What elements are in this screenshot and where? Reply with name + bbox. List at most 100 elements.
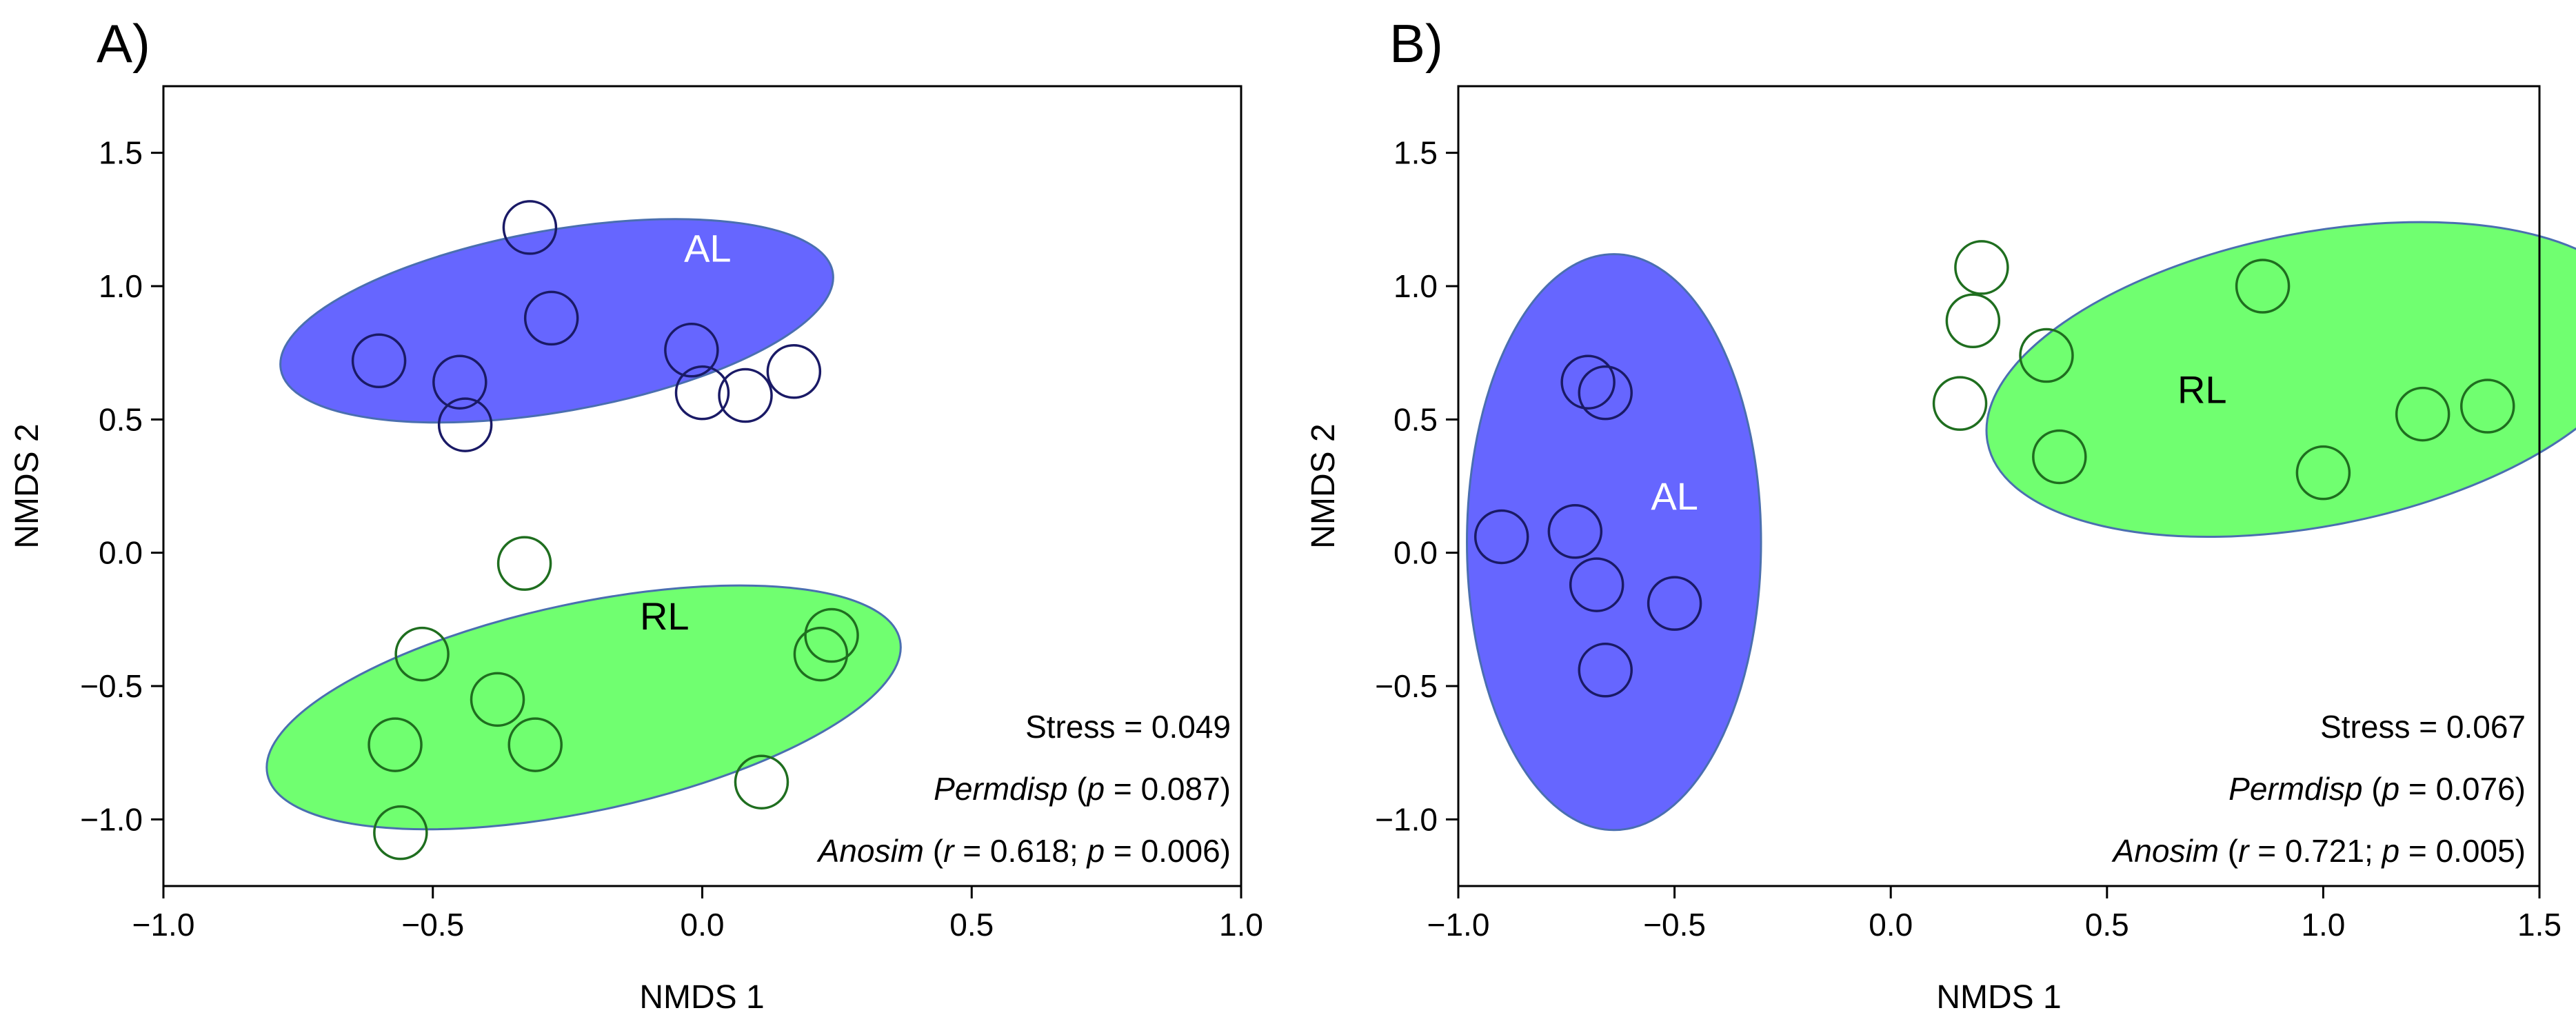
- panel-a-stats: Stress = 0.049 Permdisp (p = 0.087) Anos…: [816, 709, 1231, 869]
- panel-a-anosim-r: r: [943, 833, 955, 869]
- panel-a: A) AL RL −1.0 −0.5 0.0 0.5 1.0 −1.0 −0.5 0.0 0.5 1…: [9, 13, 1263, 1016]
- panel-b-permdisp-open: (: [2362, 771, 2382, 807]
- panel-a-permdisp-open: (: [1067, 771, 1087, 807]
- panel-b-plot-content: AL RL: [1466, 221, 2576, 832]
- panel-b-rl-group-label: RL: [2177, 368, 2227, 411]
- panel-a-al-point-1: [502, 200, 558, 255]
- panel-b-anosim-name: Anosim: [2111, 833, 2219, 869]
- panel-a-rl-group-label: RL: [640, 594, 690, 638]
- panel-a-y-tick-label-4: 0.5: [99, 401, 143, 437]
- panel-b-rl-point-7: [2395, 386, 2451, 442]
- panel-a-x-tick-label-3: 0.0: [681, 907, 725, 943]
- panel-b-rl-point-4: [1932, 376, 1988, 431]
- panel-b-permdisp-name: Permdisp: [2228, 771, 2362, 807]
- panel-a-x-tick-label-4: 0.5: [949, 907, 994, 943]
- panel-a-y-tick-label-6: 1.5: [99, 135, 143, 171]
- panel-b-rl-point-5: [2032, 429, 2087, 485]
- panel-b-rl-point-2: [1945, 293, 2001, 349]
- panel-a-rl-ellipse: [265, 584, 902, 831]
- panel-b-al-group-label: AL: [1651, 474, 1698, 518]
- panel-a-y-axis-label: NMDS 2: [9, 423, 46, 548]
- panel-b-y-tick-label-3: 0.0: [1393, 535, 1438, 571]
- panel-a-permdisp-value: = 0.087): [1105, 771, 1231, 807]
- panel-a-x-axis-label: NMDS 1: [639, 979, 764, 1016]
- panel-b-y-tick-label-1: −1.0: [1375, 801, 1438, 837]
- panel-a-y-tick-label-2: −0.5: [80, 668, 143, 704]
- panel-a-rl-point-9: [734, 754, 789, 809]
- panel-a-al-point-8: [718, 368, 773, 423]
- panel-a-y-tick-label-3: 0.0: [99, 535, 143, 571]
- panel-a-al-point-4: [432, 354, 487, 410]
- panel-b-al-point-1: [1560, 354, 1616, 410]
- panel-b-label: B): [1389, 13, 1443, 74]
- panel-a-al-point-7: [674, 365, 730, 421]
- panel-a-rl-point-2: [394, 626, 450, 682]
- panel-a-al-point-6: [664, 323, 719, 378]
- panel-b-stats: Stress = 0.067 Permdisp (p = 0.076) Anos…: [2111, 709, 2526, 869]
- panel-a-rl-point-1: [496, 536, 552, 591]
- panel-a-anosim-text: Anosim (r = 0.618; p = 0.006): [816, 833, 1231, 869]
- panel-b-stress-text: Stress = 0.067: [2320, 709, 2526, 745]
- panel-a-rl-point-8: [793, 626, 849, 682]
- panel-a-anosim-name: Anosim: [816, 833, 924, 869]
- panel-a-plot-content: AL RL: [265, 200, 902, 861]
- panel-a-rl-point-6: [373, 805, 428, 861]
- panel-b-x-tick-label-2: −0.5: [1643, 907, 1706, 943]
- panel-b-rl-point-3: [2019, 328, 2074, 383]
- panel-b-x-tick-label-1: −1.0: [1427, 907, 1490, 943]
- panel-a-anosim-r-value: = 0.618;: [954, 833, 1087, 869]
- panel-b-rl-ellipse: [1985, 221, 2576, 539]
- panel-b-al-point-4: [1547, 503, 1603, 559]
- panel-b-y-axis-label: NMDS 2: [1305, 423, 1342, 548]
- panel-b-axes-ticks: −1.0 −0.5 0.0 0.5 1.0 1.5 −1.0 −0.5 0.0 0.5 1.0 1.5: [1375, 135, 2562, 943]
- panel-b-permdisp-value: = 0.076): [2399, 771, 2526, 807]
- panel-b-anosim-p: p: [2381, 833, 2400, 869]
- panel-b-x-tick-label-4: 0.5: [2085, 907, 2129, 943]
- panel-a-rl-point-5: [507, 717, 563, 772]
- panel-b-x-tick-label-3: 0.0: [1869, 907, 1913, 943]
- panel-a-anosim-p: p: [1086, 833, 1105, 869]
- panel-b-x-tick-label-6: 1.5: [2517, 907, 2562, 943]
- panel-b-plot-frame: [1457, 85, 2541, 887]
- panel-a-anosim-p-value: = 0.006): [1105, 833, 1231, 869]
- panel-b-al-point-6: [1647, 576, 1702, 631]
- panel-b-permdisp-p: p: [2381, 771, 2400, 807]
- panel-a-y-tick-label-5: 1.0: [99, 268, 143, 304]
- panel-a-stress-text: Stress = 0.049: [1025, 709, 1231, 745]
- panel-b-anosim-p-value: = 0.005): [2399, 833, 2526, 869]
- panel-a-x-tick-label-5: 1.0: [1219, 907, 1263, 943]
- panel-b-y-tick-label-6: 1.5: [1393, 135, 1438, 171]
- panel-b-x-axis-label: NMDS 1: [1936, 979, 2061, 1016]
- panel-b-rl-point-6: [2235, 259, 2291, 314]
- panel-a-rl-point-3: [470, 672, 525, 727]
- panel-a-rl-point-4: [368, 717, 423, 772]
- panel-b-y-tick-label-4: 0.5: [1393, 401, 1438, 437]
- panel-a-permdisp-name: Permdisp: [934, 771, 1067, 807]
- panel-a-rl-point-7: [804, 607, 859, 663]
- panel-a-al-point-5: [437, 397, 493, 452]
- panel-b-rl-point-8: [2459, 379, 2515, 434]
- panel-b-rl-point-9: [2295, 445, 2351, 501]
- panel-b: B) AL RL −1.0 −0.5 0.0 0.5 1.0 1.5 −1.0 −0.5 0.0 0…: [1305, 13, 2576, 1016]
- panel-a-al-ellipse: [279, 218, 834, 424]
- panel-b-anosim-r: r: [2238, 833, 2250, 869]
- panel-a-permdisp-p: p: [1086, 771, 1105, 807]
- panel-a-al-point-3: [351, 333, 407, 389]
- panel-b-anosim-r-value: = 0.721;: [2248, 833, 2382, 869]
- panel-a-x-tick-label-2: −0.5: [401, 907, 464, 943]
- panel-b-al-point-7: [1578, 643, 1633, 698]
- panel-a-axes-ticks: −1.0 −0.5 0.0 0.5 1.0 −1.0 −0.5 0.0 0.5 1.0 1.5: [80, 135, 1263, 943]
- panel-b-al-point-3: [1473, 509, 1529, 565]
- panel-b-al-point-5: [1569, 557, 1624, 612]
- panel-a-y-tick-label-1: −1.0: [80, 801, 143, 837]
- panel-b-anosim-open: (: [2219, 833, 2239, 869]
- panel-b-y-tick-label-2: −0.5: [1375, 668, 1438, 704]
- panel-a-al-point-2: [523, 290, 579, 346]
- panel-a-label: A): [97, 13, 150, 74]
- panel-b-permdisp-text: Permdisp (p = 0.076): [2228, 771, 2526, 807]
- panel-a-al-point-9: [766, 343, 822, 399]
- panel-a-al-group-label: AL: [684, 227, 732, 270]
- panel-b-anosim-text: Anosim (r = 0.721; p = 0.005): [2111, 833, 2526, 869]
- panel-b-x-tick-label-5: 1.0: [2301, 907, 2345, 943]
